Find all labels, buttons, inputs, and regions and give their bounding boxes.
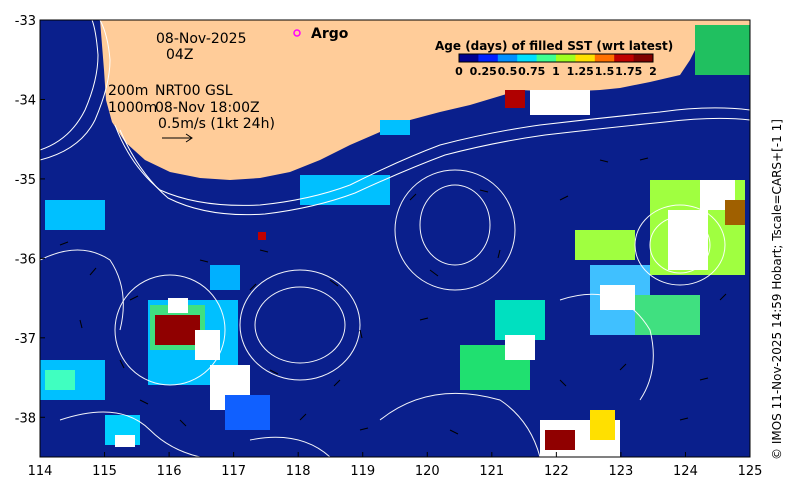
colorbar-tick-label: 2 (649, 65, 657, 78)
lon-tick-label: 114 (28, 464, 53, 479)
lon-tick-label: 124 (673, 464, 698, 479)
lat-tick-label: -36 (15, 252, 36, 267)
colorbar-segment (614, 54, 635, 62)
colorbar-segment (556, 54, 576, 62)
colorbar-tick-label: 1.25 (567, 65, 594, 78)
colorbar-tick-label: 1.75 (615, 65, 642, 78)
lon-tick-label: 115 (92, 464, 117, 479)
lat-tick-label: -37 (15, 332, 36, 347)
lat-tick-label: -35 (15, 173, 36, 188)
lat-tick-label: -38 (15, 411, 36, 426)
longitude-axis: 114 115 116 117 118 119 120 121 122 123 124 125 (28, 452, 763, 479)
colorbar-segment (633, 54, 654, 62)
lon-tick-label: 118 (286, 464, 311, 479)
colorbar-segment (478, 54, 499, 62)
isobath-lines (40, 20, 750, 216)
velocity-contours (40, 169, 726, 457)
colorbar-title: Age (days) of filled SST (wrt latest) (435, 39, 673, 53)
argo-legend-label: Argo (311, 26, 349, 42)
lon-tick-label: 123 (608, 464, 633, 479)
date-label: 08-Nov-2025 (156, 31, 247, 47)
product-time-label: 08-Nov 18:00Z (155, 100, 260, 116)
latitude-axis: -33 -34 -35 -36 -37 -38 (15, 14, 45, 426)
lon-tick-label: 122 (544, 464, 569, 479)
colorbar-ticks: 0 0.25 0.5 0.75 1 1.25 1.5 1.75 2 (455, 65, 657, 78)
colorbar-tick-label: 1 (552, 65, 560, 78)
lat-tick-label: -33 (15, 14, 36, 29)
colorbar (458, 53, 654, 63)
velocity-scale-label: 0.5m/s (1kt 24h) (158, 116, 275, 132)
colorbar-segment (594, 54, 615, 62)
lon-tick-label: 119 (350, 464, 375, 479)
lon-tick-label: 120 (415, 464, 440, 479)
colorbar-frame (458, 53, 654, 63)
lon-tick-label: 117 (221, 464, 246, 479)
colorbar-segment (497, 54, 518, 62)
colorbar-segment (536, 54, 557, 62)
colorbar-segment (575, 54, 596, 62)
product-label: NRT00 GSL (155, 83, 233, 99)
isobath-1000-label: 1000m (108, 100, 157, 116)
lon-tick-label: 121 (479, 464, 504, 479)
colorbar-tick-label: 0.75 (518, 65, 545, 78)
colorbar-segment (517, 54, 538, 62)
sst-age-patches (40, 25, 750, 457)
credit-text: © IMOS 11-Nov-2025 14:59 Hobart; Tscale=… (770, 119, 784, 460)
colorbar-tick-label: 0.5 (498, 65, 518, 78)
colorbar-segment (459, 54, 479, 62)
argo-marker-icon (293, 29, 301, 37)
lon-tick-label: 125 (738, 464, 763, 479)
velocity-scale-arrow (162, 133, 193, 143)
plot-frame (39, 19, 751, 458)
colorbar-tick-label: 0 (455, 65, 463, 78)
time-label: 04Z (166, 47, 193, 63)
velocity-arrows (59, 157, 727, 435)
colorbar-tick-label: 1.5 (595, 65, 615, 78)
lon-tick-label: 116 (157, 464, 182, 479)
colorbar-tick-label: 0.25 (470, 65, 497, 78)
isobath-200-label: 200m (108, 83, 148, 99)
lat-tick-label: -34 (15, 93, 36, 108)
